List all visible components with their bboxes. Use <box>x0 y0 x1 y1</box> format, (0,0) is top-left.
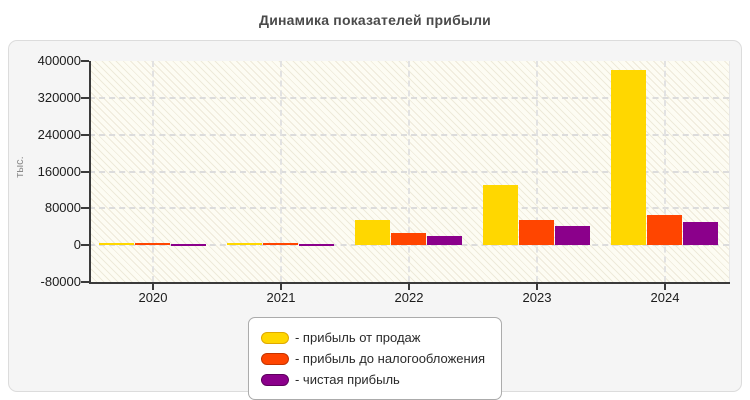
bar-2020-s2 <box>171 243 206 246</box>
x-tick-label-2023: 2023 <box>522 290 552 305</box>
x-tick-label-2024: 2024 <box>650 290 680 305</box>
legend-swatch-2 <box>260 373 289 386</box>
legend-label-0: - прибыль от продаж <box>294 330 421 345</box>
y-tick-mark--80000 <box>81 281 89 283</box>
v-gridline-2024 <box>664 61 666 282</box>
bar-2021-s0 <box>227 243 262 246</box>
legend-swatch-1 <box>260 352 289 365</box>
y-tick-label-400000: 400000 <box>37 53 81 68</box>
y-axis-line <box>89 61 91 284</box>
bar-2020-s1 <box>135 243 170 246</box>
chart-title: Динамика показателей прибыли <box>259 12 491 28</box>
y-tick-mark-400000 <box>81 60 89 62</box>
v-gridline-2021 <box>280 61 282 282</box>
y-tick-mark-160000 <box>81 170 89 173</box>
legend-label-1: - прибыль до налогообложения <box>294 351 486 366</box>
bar-2024-s2 <box>683 222 718 246</box>
y-tick-mark-0 <box>81 244 89 247</box>
legend-swatch-0 <box>260 331 289 344</box>
y-tick-label-80000: 80000 <box>44 200 81 216</box>
x-tick-label-2022: 2022 <box>394 290 424 305</box>
legend: - прибыль от продаж - прибыль до налогооб… <box>247 317 503 400</box>
chart-panel: тыс. 400000 320000 240000 160000 80000 0 -8000… <box>8 40 742 400</box>
bar-2023-s2 <box>555 225 590 246</box>
x-tick-mark-2024 <box>664 284 666 290</box>
bar-2022-s1 <box>391 233 426 246</box>
x-tick-label-2021: 2021 <box>266 290 296 305</box>
bar-2023-s1 <box>519 219 554 246</box>
x-tick-label-2020: 2020 <box>138 290 168 305</box>
y-tick-label-240000: 240000 <box>37 126 81 142</box>
bar-2023-s0 <box>483 185 518 246</box>
y-tick-label-320000: 320000 <box>37 89 81 105</box>
x-tick-mark-2021 <box>280 284 282 290</box>
y-tick-label-160000: 160000 <box>37 163 81 179</box>
y-tick-mark-80000 <box>81 207 89 210</box>
v-gridline-2020 <box>152 61 154 282</box>
bar-2024-s1 <box>647 215 682 246</box>
legend-item-0: - прибыль от продаж <box>260 327 485 348</box>
plot-area <box>89 61 730 282</box>
bar-2020-s0 <box>99 243 134 246</box>
bar-2021-s2 <box>299 243 334 246</box>
y-tick-mark-320000 <box>81 96 89 99</box>
x-axis-line <box>89 282 730 284</box>
bar-2022-s2 <box>427 235 462 246</box>
v-gridline-2022 <box>408 61 410 282</box>
x-tick-mark-2023 <box>536 284 538 290</box>
y-tick-label-0: 0 <box>73 237 81 253</box>
bar-2021-s1 <box>263 243 298 246</box>
legend-label-2: - чистая прибыль <box>294 372 400 387</box>
bar-2022-s0 <box>355 219 390 246</box>
legend-item-2: - чистая прибыль <box>260 369 485 390</box>
x-tick-mark-2022 <box>408 284 410 290</box>
v-gridline-2023 <box>536 61 538 282</box>
y-tick-label--80000: -80000 <box>40 274 81 289</box>
legend-item-1: - прибыль до налогообложения <box>260 348 486 369</box>
y-tick-mark-240000 <box>81 133 89 136</box>
bar-2024-s0 <box>611 70 646 246</box>
x-tick-mark-2020 <box>152 284 154 290</box>
